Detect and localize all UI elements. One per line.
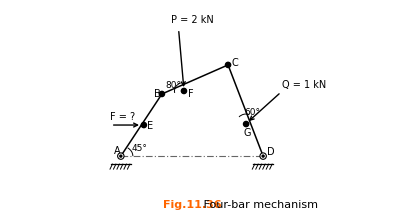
Text: P = 2 kN: P = 2 kN [170, 15, 213, 25]
Text: A: A [113, 146, 120, 156]
Text: 45°: 45° [132, 144, 147, 153]
Circle shape [243, 121, 248, 127]
Circle shape [181, 88, 186, 94]
Text: Four-bar mechanism: Four-bar mechanism [192, 200, 317, 210]
Circle shape [159, 91, 164, 97]
Text: C: C [231, 58, 238, 68]
Circle shape [141, 122, 146, 128]
Text: B: B [153, 89, 160, 99]
Circle shape [117, 153, 124, 159]
Text: Fig.11.36: Fig.11.36 [162, 200, 221, 210]
Circle shape [259, 153, 266, 159]
Text: G: G [243, 128, 251, 138]
Text: 60°: 60° [243, 108, 260, 117]
Text: F = ?: F = ? [109, 112, 134, 122]
Circle shape [262, 155, 264, 157]
Text: D: D [266, 147, 274, 157]
Text: E: E [147, 121, 153, 131]
Text: 80°: 80° [164, 81, 181, 90]
Text: Q = 1 kN: Q = 1 kN [281, 80, 326, 90]
Circle shape [225, 62, 230, 68]
Text: F: F [187, 89, 193, 99]
Circle shape [119, 155, 122, 157]
